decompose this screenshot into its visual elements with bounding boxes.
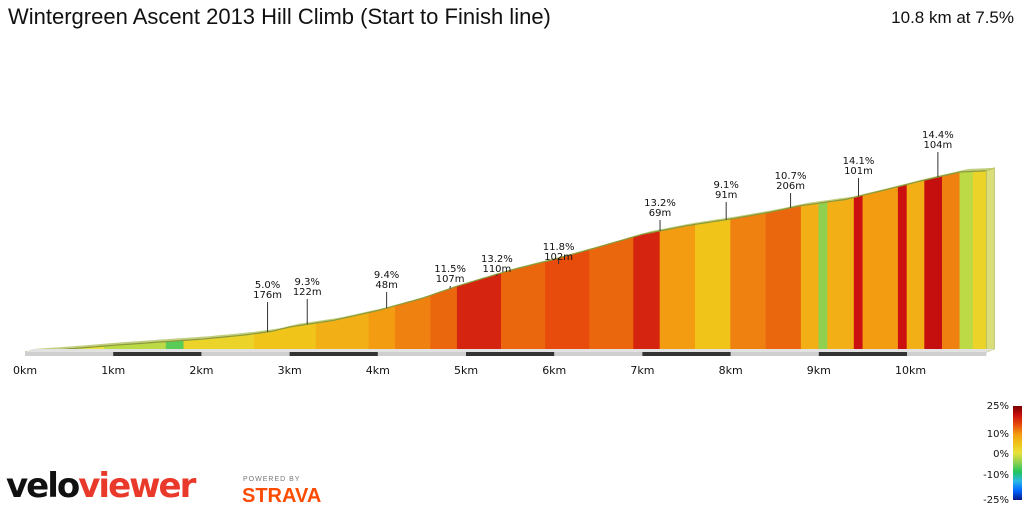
- annotation-gradient: 14.4%: [922, 130, 954, 141]
- axis-tick-label: 3km: [278, 364, 302, 377]
- annotation-gradient: 9.4%: [374, 270, 399, 281]
- gradient-segment: [862, 186, 899, 353]
- axis-tick-label: 0km: [13, 364, 37, 377]
- gradient-legend: 25% 10% 0% -10% -25%: [983, 401, 1022, 506]
- annotation-length: 206m: [776, 181, 805, 192]
- axis-tick-label: 5km: [454, 364, 478, 377]
- gradient-segment: [853, 194, 864, 353]
- gradient-segment: [368, 305, 396, 353]
- gradient-segment: [941, 171, 961, 353]
- annotation-length: 104m: [923, 140, 952, 151]
- gradient-segment: [659, 224, 696, 353]
- logo-viewer: viewer: [78, 466, 196, 506]
- annotation-length: 107m: [436, 274, 465, 285]
- annotation-length: 69m: [649, 208, 671, 219]
- axis-km-band: [466, 352, 555, 356]
- axis-tick-label: 6km: [542, 364, 566, 377]
- powered-by-label: POWERED BY: [243, 476, 301, 483]
- gradient-segment: [730, 212, 767, 353]
- axis-tick-label: 10km: [895, 364, 926, 377]
- route-summary: 10.8 km at 7.5%: [891, 8, 1014, 27]
- gradient-segment: [589, 236, 634, 353]
- annotation-length: 91m: [715, 190, 737, 201]
- annotation-length: 176m: [253, 290, 282, 301]
- gradient-segment: [430, 285, 458, 353]
- legend-color-bar: [1013, 406, 1022, 500]
- gradient-segment: [827, 197, 855, 353]
- axis-tick-label: 8km: [719, 364, 743, 377]
- distance-axis: 0km 1km 2km 3km 4km 5km 6km 7km 8km 9km 10km: [13, 349, 995, 377]
- axis-base-top: [25, 349, 995, 352]
- legend-label: 25%: [987, 401, 1009, 412]
- legend-label: 0%: [993, 449, 1009, 460]
- profile-edge-line: [24, 170, 987, 353]
- axis-km-band: [289, 352, 378, 356]
- axis-km-band: [113, 352, 202, 356]
- legend-label: -25%: [983, 495, 1009, 506]
- gradient-segment: [959, 171, 974, 353]
- legend-label: -10%: [983, 470, 1009, 481]
- profile-end-face: [985, 167, 995, 353]
- strava-logo: STRAVA: [242, 485, 322, 507]
- axis-tick-label: 1km: [101, 364, 125, 377]
- legend-label: 10%: [987, 429, 1009, 440]
- axis-tick-label: 9km: [807, 364, 831, 377]
- gradient-segment: [545, 249, 590, 353]
- annotation-gradient: 11.5%: [434, 264, 466, 275]
- annotation-gradient: 13.2%: [644, 198, 676, 209]
- axis-tick-label: 7km: [630, 364, 654, 377]
- gradient-segment: [694, 218, 731, 353]
- gradient-segment: [800, 202, 820, 353]
- annotation-gradient: 11.8%: [543, 242, 575, 253]
- annotation-gradient: 9.1%: [713, 180, 738, 191]
- gradient-segment: [500, 261, 546, 353]
- gradient-segment: [906, 179, 925, 353]
- gradient-segment: [818, 201, 828, 353]
- logo-velo: velo: [6, 466, 80, 506]
- axis-km-band: [818, 352, 907, 356]
- annotation-layer: 5.0%176m9.3%122m9.4%48m11.5%107m13.2%110…: [253, 130, 954, 332]
- annotation-gradient: 9.3%: [295, 277, 320, 288]
- veloviewer-logo: veloviewer: [6, 466, 196, 506]
- axis-tick-label: 2km: [189, 364, 213, 377]
- annotation-gradient: 14.1%: [843, 156, 875, 167]
- gradient-segment: [924, 175, 943, 353]
- gradient-segment: [972, 170, 987, 353]
- gradient-segment: [765, 205, 802, 353]
- axis-km-band: [642, 352, 731, 356]
- gradient-segment: [633, 230, 661, 353]
- gradient-segment: [897, 184, 908, 353]
- annotation-length: 48m: [375, 280, 397, 291]
- annotation-gradient: 13.2%: [481, 254, 513, 265]
- annotation-gradient: 10.7%: [775, 171, 807, 182]
- annotation-length: 110m: [482, 264, 511, 275]
- annotation-length: 122m: [293, 287, 322, 298]
- page-title: Wintergreen Ascent 2013 Hill Climb (Star…: [8, 4, 551, 29]
- profile-top-surface: [25, 167, 995, 352]
- annotation-length: 101m: [844, 166, 873, 177]
- annotation-length: 102m: [544, 252, 573, 263]
- axis-tick-label: 4km: [366, 364, 390, 377]
- annotation-gradient: 5.0%: [255, 280, 280, 291]
